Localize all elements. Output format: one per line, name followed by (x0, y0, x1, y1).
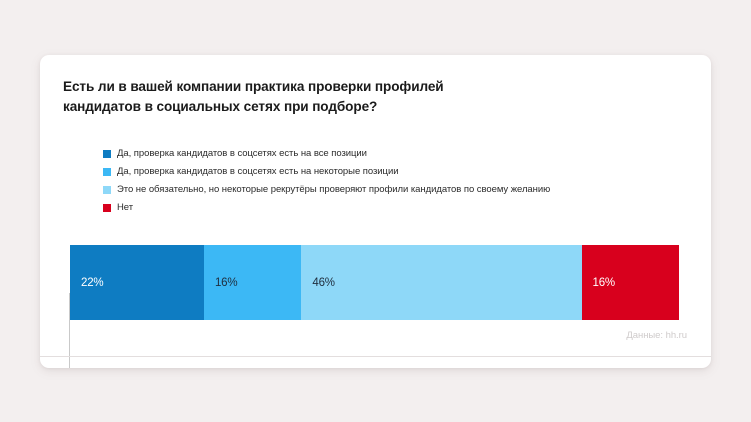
legend-item-optional: Это не обязательно, но некоторые рекрутё… (103, 182, 703, 198)
legend-swatch-icon-no (103, 204, 111, 212)
bar-segment-value-optional: 46% (312, 276, 335, 289)
chart-card: Есть ли в вашей компании практика провер… (40, 55, 711, 368)
bar-segment-all-positions: 22% (70, 245, 204, 320)
legend-label-no: Нет (117, 202, 134, 213)
legend-swatch-icon-some-positions (103, 168, 111, 176)
legend-item-all-positions: Да, проверка кандидатов в соцсетях есть … (103, 146, 703, 162)
bar-segment-no: 16% (581, 245, 679, 320)
bar-segment-optional: 46% (301, 245, 582, 320)
chart-axis-line (69, 293, 70, 368)
legend-label-all-positions: Да, проверка кандидатов в соцсетях есть … (117, 148, 367, 159)
card-divider (40, 356, 711, 357)
chart-legend: Да, проверка кандидатов в соцсетях есть … (103, 146, 703, 218)
source-attribution: Данные: hh.ru (626, 330, 687, 341)
legend-item-some-positions: Да, проверка кандидатов в соцсетях есть … (103, 164, 703, 180)
bar-segment-some-positions: 16% (203, 245, 302, 320)
legend-label-optional: Это не обязательно, но некоторые рекрутё… (117, 184, 551, 195)
bar-segment-value-some-positions: 16% (214, 276, 238, 289)
bar-segment-value-all-positions: 22% (81, 276, 104, 289)
stacked-bar: 22% 16% 46% 16% (70, 245, 679, 320)
legend-swatch-icon-optional (103, 186, 111, 194)
chart-title-line-1: Есть ли в вашей компании практика провер… (63, 79, 444, 94)
legend-label-some-positions: Да, проверка кандидатов в соцсетях есть … (117, 166, 399, 177)
chart-title-line-2: кандидатов в социальных сетях при подбор… (63, 99, 378, 114)
bar-segment-value-no: 16% (592, 276, 616, 289)
chart-title: Есть ли в вашей компании практика провер… (63, 77, 663, 117)
legend-item-no: Нет (103, 200, 703, 216)
legend-swatch-icon-all-positions (103, 150, 111, 158)
